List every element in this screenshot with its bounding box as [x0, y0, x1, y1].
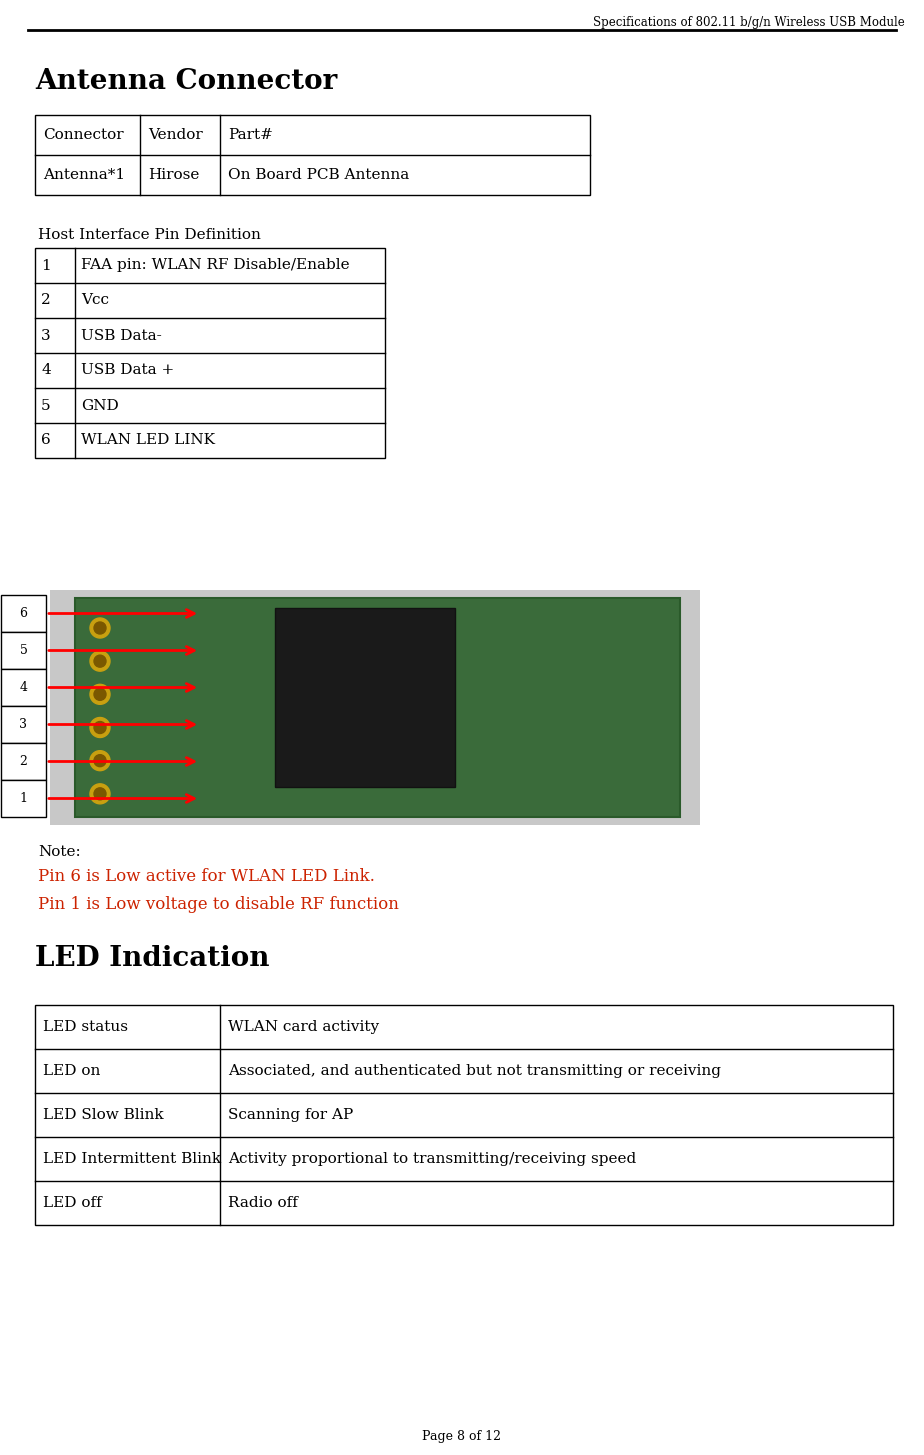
Circle shape — [94, 755, 106, 767]
Circle shape — [94, 688, 106, 700]
Text: Scanning for AP: Scanning for AP — [228, 1109, 353, 1122]
Text: WLAN card activity: WLAN card activity — [228, 1020, 379, 1035]
Text: GND: GND — [81, 399, 119, 413]
Text: 6: 6 — [41, 434, 51, 448]
Circle shape — [94, 787, 106, 800]
Bar — [1, 744, 46, 780]
Text: Antenna Connector: Antenna Connector — [35, 68, 337, 95]
Circle shape — [90, 751, 110, 771]
Text: 2: 2 — [41, 294, 51, 307]
Text: 4: 4 — [19, 681, 28, 694]
Text: LED Indication: LED Indication — [35, 944, 270, 972]
Circle shape — [90, 652, 110, 671]
Text: 6: 6 — [19, 607, 28, 620]
Circle shape — [94, 655, 106, 668]
Text: Hirose: Hirose — [148, 167, 200, 182]
Text: LED on: LED on — [43, 1064, 101, 1078]
Text: LED Slow Blink: LED Slow Blink — [43, 1109, 164, 1122]
Text: WLAN LED LINK: WLAN LED LINK — [81, 434, 215, 448]
Bar — [35, 1005, 893, 1225]
Text: Connector: Connector — [43, 128, 124, 143]
Text: LED status: LED status — [43, 1020, 128, 1035]
Circle shape — [94, 722, 106, 733]
Bar — [1, 780, 46, 818]
Text: 3: 3 — [41, 329, 51, 342]
Text: Antenna*1: Antenna*1 — [43, 167, 125, 182]
Text: Associated, and authenticated but not transmitting or receiving: Associated, and authenticated but not tr… — [228, 1064, 721, 1078]
Text: LED off: LED off — [43, 1196, 102, 1211]
Text: Note:: Note: — [38, 845, 80, 858]
Circle shape — [90, 684, 110, 704]
Text: Pin 6 is Low active for WLAN LED Link.: Pin 6 is Low active for WLAN LED Link. — [38, 869, 375, 885]
Text: Pin 1 is Low voltage to disable RF function: Pin 1 is Low voltage to disable RF funct… — [38, 896, 399, 912]
Text: 1: 1 — [41, 259, 51, 272]
Bar — [275, 608, 455, 787]
Text: FAA pin: WLAN RF Disable/Enable: FAA pin: WLAN RF Disable/Enable — [81, 259, 349, 272]
Bar — [35, 115, 590, 195]
Text: Vcc: Vcc — [81, 294, 109, 307]
Text: USB Data-: USB Data- — [81, 329, 162, 342]
Text: On Board PCB Antenna: On Board PCB Antenna — [228, 167, 409, 182]
Bar — [50, 589, 700, 825]
Circle shape — [90, 784, 110, 803]
Text: Vendor: Vendor — [148, 128, 202, 143]
Bar — [1, 631, 46, 669]
Text: 5: 5 — [19, 645, 28, 658]
Text: 4: 4 — [41, 364, 51, 377]
Text: Part#: Part# — [228, 128, 273, 143]
Text: LED Intermittent Blink: LED Intermittent Blink — [43, 1152, 221, 1165]
Text: Specifications of 802.11 b/g/n Wireless USB Module: Specifications of 802.11 b/g/n Wireless … — [593, 16, 905, 29]
Text: Page 8 of 12: Page 8 of 12 — [422, 1430, 502, 1443]
Bar — [1, 706, 46, 744]
Text: Radio off: Radio off — [228, 1196, 298, 1211]
Text: 1: 1 — [19, 792, 28, 805]
Text: Host Interface Pin Definition: Host Interface Pin Definition — [38, 228, 261, 242]
Bar — [75, 598, 680, 818]
Circle shape — [90, 717, 110, 738]
Circle shape — [94, 621, 106, 634]
Text: 5: 5 — [41, 399, 51, 413]
Bar — [1, 595, 46, 631]
Bar — [35, 247, 385, 458]
Circle shape — [90, 618, 110, 637]
Text: Activity proportional to transmitting/receiving speed: Activity proportional to transmitting/re… — [228, 1152, 637, 1165]
Bar — [1, 669, 46, 706]
Text: 3: 3 — [19, 717, 28, 730]
Text: USB Data +: USB Data + — [81, 364, 175, 377]
Text: 2: 2 — [19, 755, 28, 768]
